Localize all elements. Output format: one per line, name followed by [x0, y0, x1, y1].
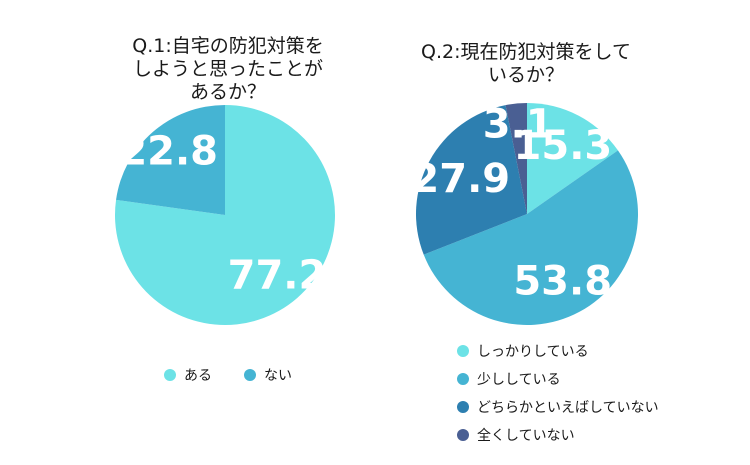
q1-legend-item-0: ある: [164, 368, 212, 384]
q2-legend-item-3: 全くしていない: [457, 427, 575, 444]
q1-legend-swatch-1: [244, 369, 256, 381]
q2-slice-1: [423, 150, 638, 325]
q2-slice-0: [527, 103, 618, 214]
q2-legend-label-3: 全くしていない: [477, 427, 575, 444]
q2-legend-item-2: どちらかといえばしていない: [457, 400, 659, 416]
q1-slice-1: [116, 105, 225, 215]
q2-legend-swatch-2: [457, 401, 469, 413]
q2-slice-2: [415, 105, 527, 255]
q2-legend-item-1: 少ししている: [457, 372, 561, 388]
q1-slices: [115, 105, 336, 325]
pie-chart-q2: Q.2:現在防犯対策をして いるか？ 15.3 53.8 27.9 3.1 しっかりし…: [411, 41, 658, 444]
q2-legend-swatch-3: [457, 429, 469, 441]
q1-legend-label-1: ない: [264, 368, 292, 384]
q2-legend-swatch-1: [457, 373, 469, 385]
q1-data-label-0: 77.2: [228, 253, 327, 299]
q1-data-label-1: 22.8: [119, 128, 218, 174]
q1-legend: ある ない: [164, 368, 292, 384]
q1-legend-swatch-0: [164, 369, 176, 381]
q2-legend-label-2: どちらかといえばしていない: [477, 400, 659, 416]
q2-data-label-2: 27.9: [411, 156, 510, 202]
q2-slices: [415, 103, 638, 325]
q2-title-line-1: Q.2:現在防犯対策をして: [421, 41, 631, 63]
q1-title-line-3: あるか？: [190, 81, 266, 103]
q2-data-label-3: 3.1: [483, 101, 554, 147]
q1-data-labels: 77.2 22.8: [119, 128, 326, 298]
q1-legend-label-0: ある: [184, 368, 212, 384]
q2-data-labels: 15.3 53.8 27.9 3.1: [411, 101, 612, 304]
q2-legend-label-1: 少ししている: [477, 372, 561, 388]
q2-data-label-1: 53.8: [513, 259, 612, 305]
q2-legend-item-0: しっかりしている: [457, 344, 589, 360]
q2-legend-label-0: しっかりしている: [477, 344, 589, 360]
q2-legend-swatch-0: [457, 345, 469, 357]
q1-legend-item-1: ない: [244, 368, 292, 384]
q1-title-line-1: Q.1:自宅の防犯対策を: [132, 35, 324, 57]
q2-title-line-2: いるか？: [488, 64, 564, 86]
q1-title-line-2: しようと思ったことが: [133, 58, 323, 80]
q2-data-label-0: 15.3: [514, 123, 613, 169]
pie-chart-q1: Q.1:自宅の防犯対策を しようと思ったことが あるか？ 77.2 22.8 ある…: [115, 35, 336, 384]
q2-slice-3: [505, 103, 527, 214]
